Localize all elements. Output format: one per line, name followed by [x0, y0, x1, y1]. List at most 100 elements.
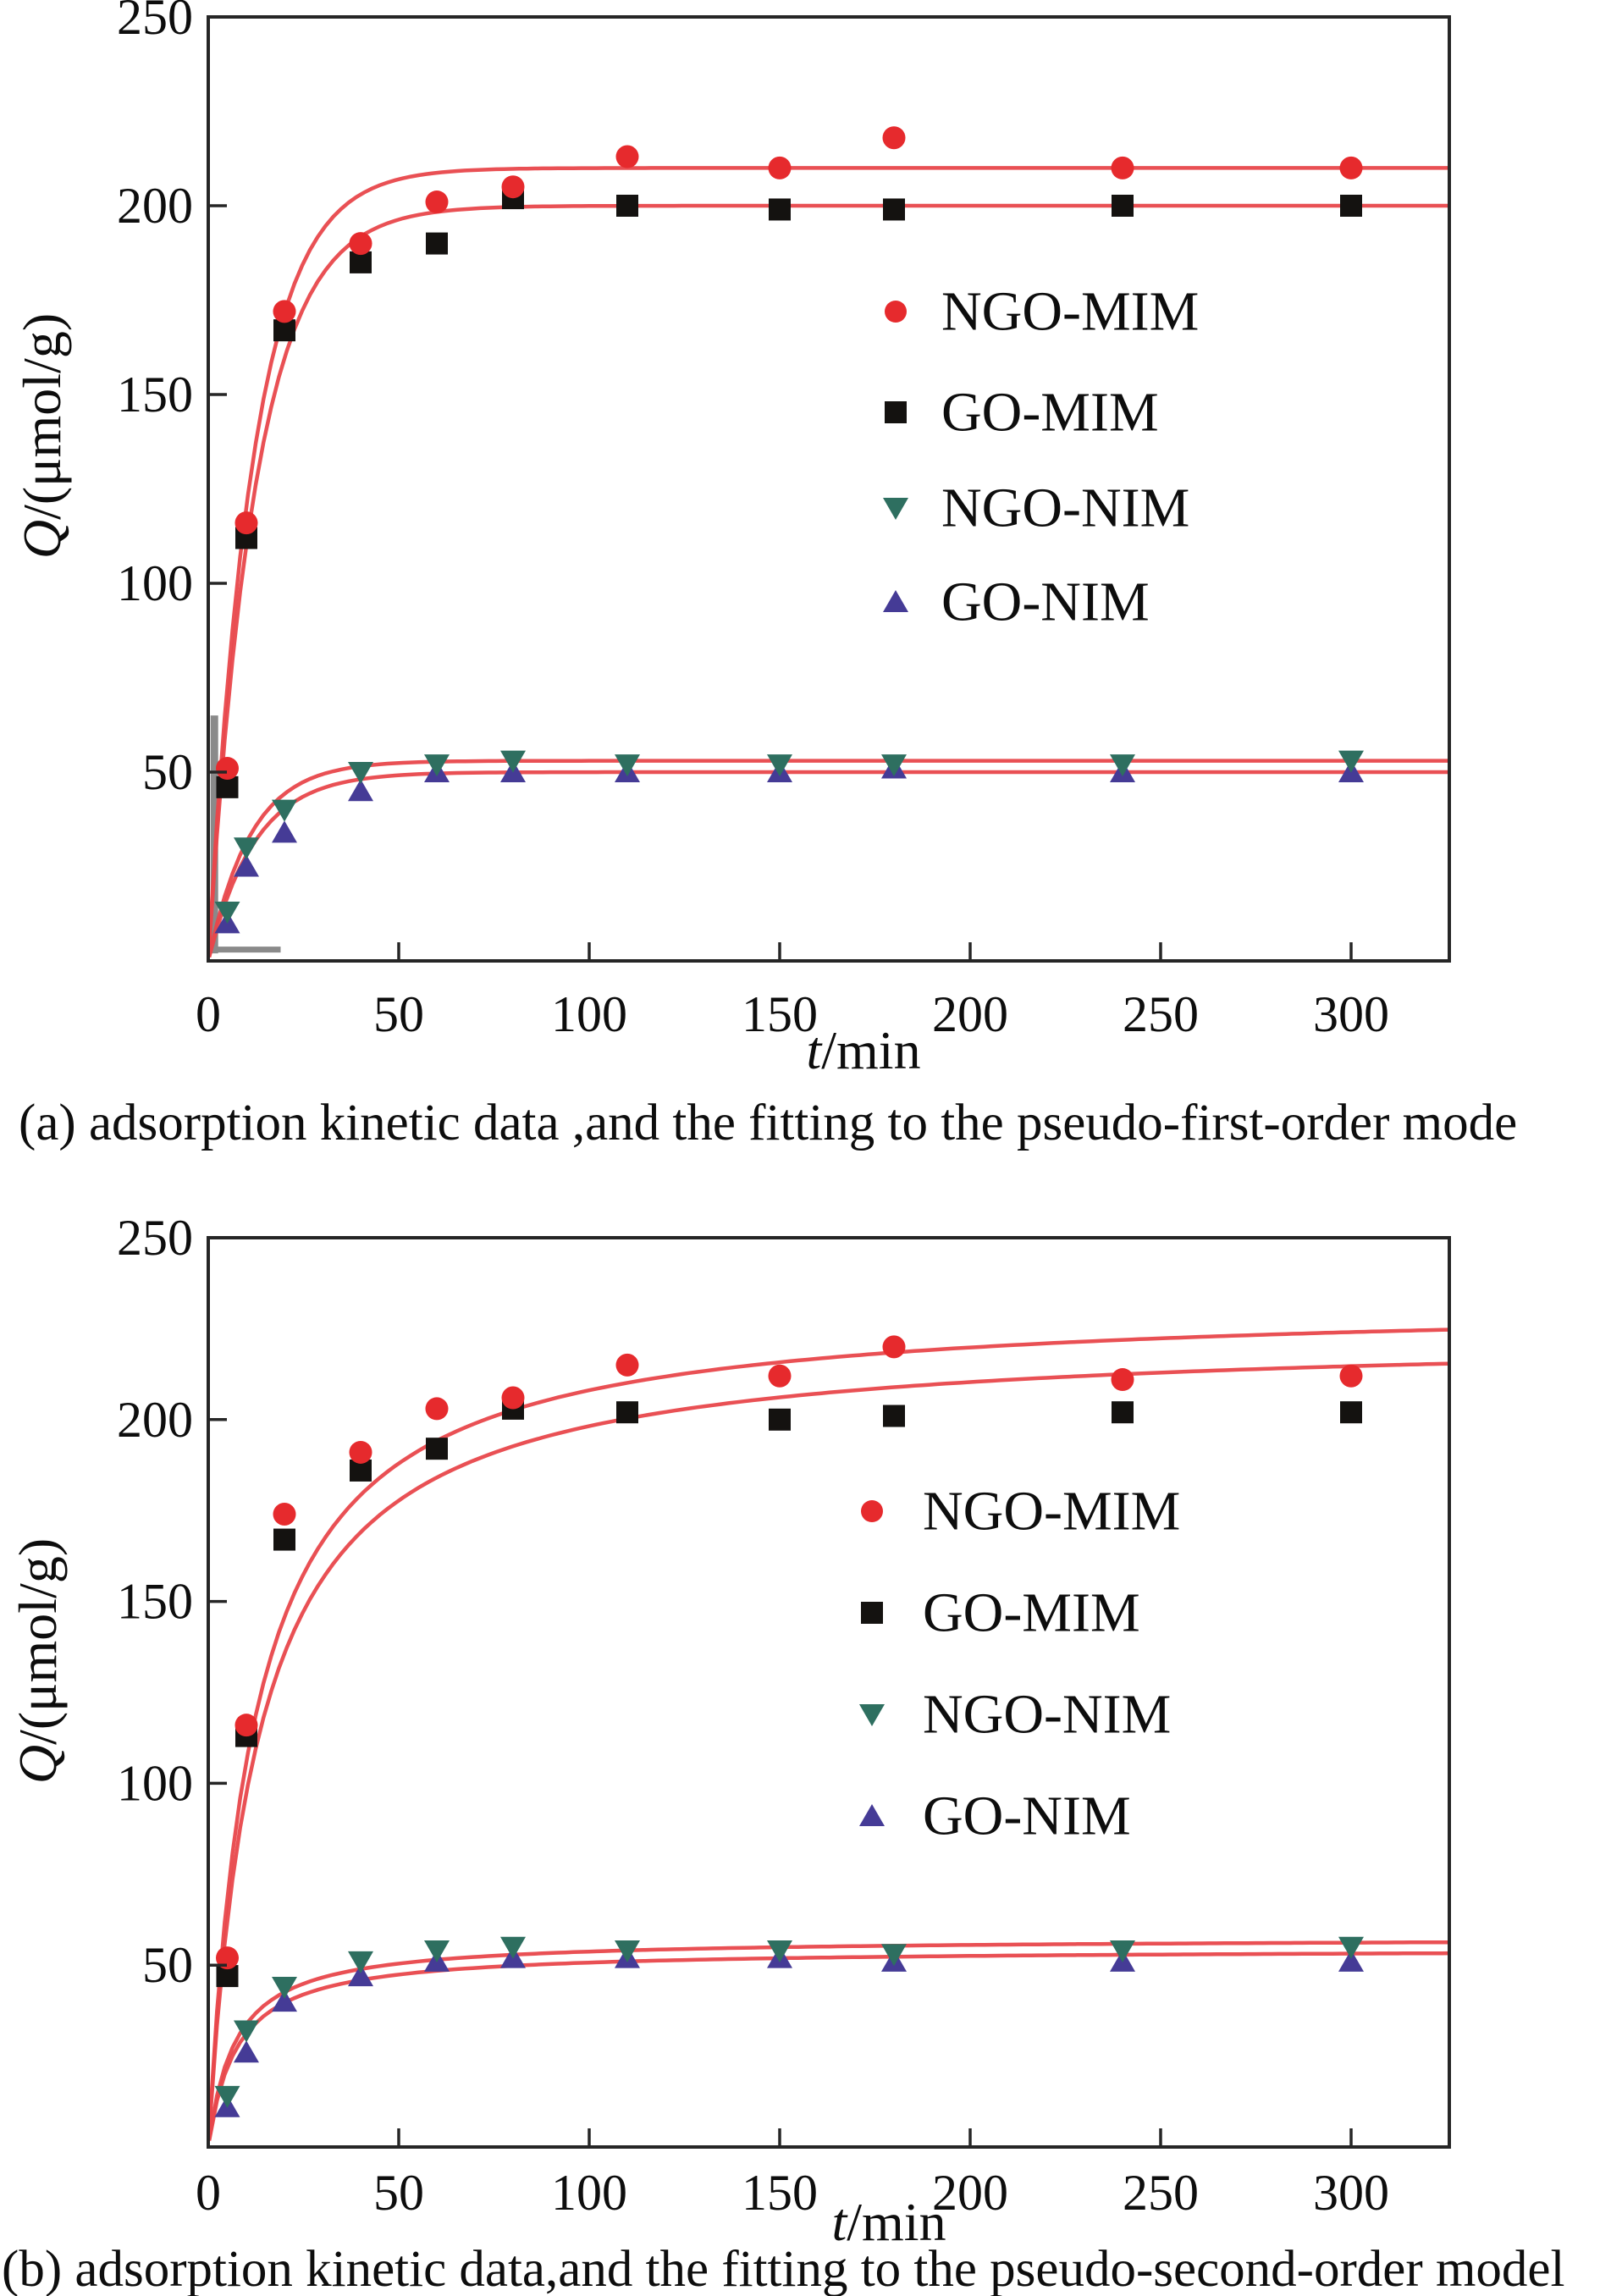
data-point-ngo-nim [1338, 1936, 1364, 1959]
x-tick-label: 300 [1313, 2165, 1389, 2221]
x-tick-label: 100 [551, 2165, 627, 2221]
legend-label-go-mim: GO-MIM [923, 1582, 1140, 1644]
y-tick-label: 200 [117, 178, 193, 234]
x-tick-label: 50 [373, 986, 424, 1042]
y-tick-label: 150 [117, 1574, 193, 1630]
fit-curve-ngo-nim [207, 1940, 1449, 2140]
y-axis-title: Q/(μmol/g) [12, 313, 72, 559]
fit-curve-go-nim [207, 770, 1449, 958]
x-tick-label: 300 [1313, 986, 1389, 1042]
data-point-ngo-nim [881, 1944, 907, 1967]
data-point-ngo-nim [500, 1936, 526, 1959]
x-tick-label: 0 [196, 2165, 221, 2221]
data-point-ngo-nim [424, 754, 450, 777]
x-tick-label: 150 [742, 2165, 818, 2221]
legend-marker-go-mim [861, 1602, 883, 1624]
data-point-go-nim [234, 2040, 259, 2063]
plot-frame [207, 1236, 1451, 2149]
data-point-ngo-nim [500, 750, 526, 773]
x-axis-title: t/min [831, 2192, 946, 2252]
x-tick-label: 200 [932, 2165, 1008, 2221]
legend-label-ngo-mim: NGO-MIM [941, 281, 1199, 343]
data-point-go-mim [1340, 1401, 1362, 1424]
data-point-ngo-mim [234, 1714, 258, 1737]
data-point-go-nim [234, 854, 259, 877]
data-point-ngo-mim [1111, 1368, 1134, 1392]
x-tick-label: 250 [1123, 2165, 1199, 2221]
legend-label-ngo-nim: NGO-NIM [941, 477, 1189, 539]
data-point-ngo-mim [615, 1353, 639, 1377]
chart-a-pseudo-first-order: 0 50 100 150 200 250 300 50 100 150 200 250 t/min Q/(… [12, 0, 1451, 1080]
legend-label-ngo-nim: NGO-NIM [923, 1684, 1171, 1746]
data-point-ngo-mim [273, 300, 296, 323]
y-axis-title: Q/(μmol/g) [8, 1538, 68, 1784]
data-point-ngo-nim [1338, 750, 1364, 773]
data-point-go-nim [272, 1990, 297, 2012]
data-point-ngo-nim [272, 799, 297, 822]
y-tick-label: 150 [117, 367, 193, 422]
data-point-go-mim [426, 232, 448, 255]
fit-curve-ngo-mim [207, 166, 1449, 945]
legend-label-go-nim: GO-NIM [923, 1785, 1131, 1847]
fit-curve-go-mim [207, 203, 1449, 947]
legend-label-ngo-mim: NGO-MIM [923, 1481, 1180, 1543]
y-tick-label: 50 [142, 1937, 193, 1993]
y-tick-label: 250 [117, 0, 193, 45]
data-point-ngo-nim [234, 837, 259, 860]
data-point-go-mim [1340, 195, 1362, 217]
data-point-ngo-mim [425, 1397, 449, 1421]
x-tick-label: 150 [742, 986, 818, 1042]
data-point-ngo-nim [214, 2085, 240, 2108]
data-point-go-nim [272, 820, 297, 843]
legend-marker-go-nim [883, 590, 908, 612]
data-point-go-mim [216, 775, 239, 798]
x-tick-label: 0 [196, 986, 221, 1042]
data-point-ngo-nim [881, 754, 907, 777]
data-point-go-mim [273, 319, 295, 342]
y-tick-label: 100 [117, 555, 193, 611]
fit-curve-go-nim [207, 1951, 1450, 2141]
data-point-ngo-mim [1339, 1364, 1363, 1388]
legend-marker-ngo-mim [861, 1500, 883, 1522]
data-point-go-mim [616, 1401, 638, 1424]
data-point-ngo-nim [348, 1951, 373, 1973]
data-point-ngo-mim [501, 1386, 525, 1410]
data-point-ngo-nim [214, 902, 240, 924]
data-point-go-mim [273, 1528, 295, 1551]
data-point-ngo-mim [234, 511, 258, 535]
fit-curve-ngo-mim [207, 1327, 1450, 2130]
data-point-ngo-mim [425, 190, 449, 214]
data-point-ngo-nim [234, 2020, 259, 2043]
fit-curve-ngo-nim [207, 759, 1449, 958]
x-axis-title: t/min [806, 1020, 920, 1080]
data-point-ngo-mim [1111, 156, 1134, 179]
data-point-ngo-mim [615, 145, 639, 168]
data-point-ngo-nim [1110, 754, 1135, 777]
data-point-ngo-nim [615, 1940, 640, 1963]
data-point-ngo-mim [768, 1364, 792, 1388]
data-point-ngo-mim [349, 1440, 372, 1464]
data-point-go-mim [883, 1405, 905, 1427]
legend-marker-go-nim [859, 1804, 885, 1826]
legend-marker-go-mim [885, 401, 907, 423]
legend-marker-ngo-mim [885, 301, 907, 323]
legend-label-go-mim: GO-MIM [941, 382, 1159, 444]
legend-marker-ngo-nim [883, 498, 908, 520]
data-point-go-nim [348, 1964, 373, 1987]
data-point-ngo-nim [767, 1940, 792, 1963]
data-point-ngo-nim [272, 1976, 297, 1999]
data-point-go-mim [350, 251, 372, 273]
data-point-ngo-nim [615, 754, 640, 777]
data-point-ngo-mim [349, 232, 372, 256]
data-point-go-mim [616, 195, 638, 217]
x-tick-label: 50 [373, 2165, 424, 2221]
data-point-go-mim [769, 1408, 791, 1431]
data-point-ngo-mim [1339, 156, 1363, 179]
data-point-ngo-mim [501, 175, 525, 199]
y-tick-label: 200 [117, 1392, 193, 1448]
data-point-ngo-mim [216, 1946, 239, 1970]
legend-label-go-nim: GO-NIM [941, 571, 1150, 633]
data-point-ngo-nim [348, 762, 373, 784]
data-point-go-nim [1338, 1949, 1364, 1972]
